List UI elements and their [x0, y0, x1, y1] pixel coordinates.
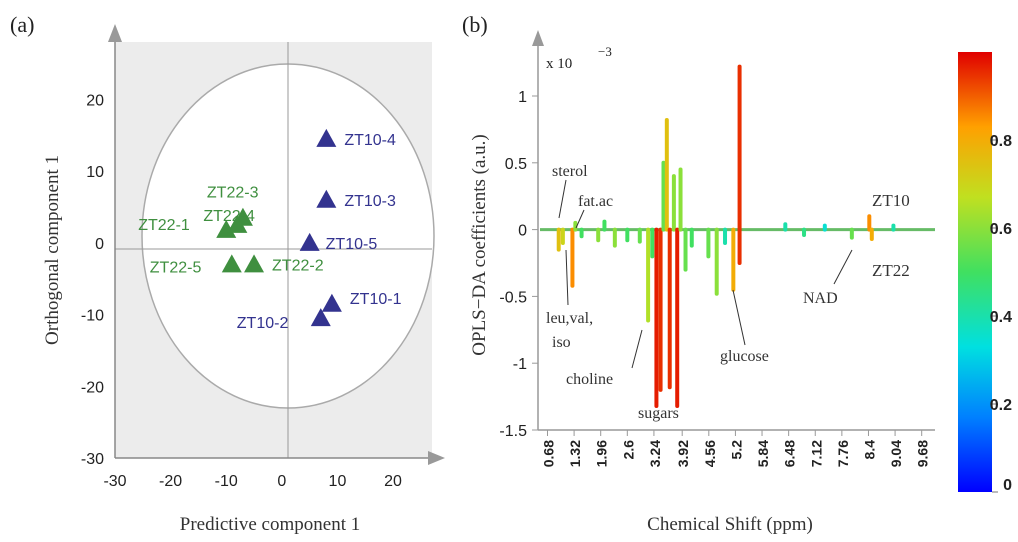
pointer-leu-val [565, 249, 569, 306]
annotation-sterol: sterol [552, 163, 588, 180]
pointer-fat-ac [575, 209, 585, 229]
x-tick-label-b: 3.24 [647, 440, 663, 467]
y-axis-arrow-icon-b [532, 30, 544, 46]
y-tick-label: 0 [95, 236, 104, 253]
x-tick-label-b: 6.48 [782, 440, 798, 467]
x-tick-label: -30 [103, 473, 126, 490]
annotation-leu-val: leu,val, [546, 310, 593, 327]
pointer-nad [833, 249, 853, 285]
point-label-zt10-3: ZT10-3 [344, 193, 396, 210]
annotation-fat-ac: fat.ac [578, 193, 613, 210]
group-label-zt22: ZT22 [872, 261, 910, 280]
y-axis-arrow-icon [108, 24, 122, 42]
point-zt10-3 [316, 189, 337, 208]
colorbar-tick-label: 0.6 [990, 221, 1012, 238]
y-tick-label: -30 [81, 451, 104, 468]
annotation-iso: iso [552, 334, 571, 351]
y-tick-label: 20 [86, 92, 104, 109]
x-tick-label-b: 2.6 [620, 440, 636, 460]
x-tick-label: -20 [159, 473, 182, 490]
y-tick-label: 10 [86, 164, 104, 181]
colorbar-tick-label: 0.2 [990, 397, 1012, 414]
point-label-zt22-1: ZT22-1 [138, 217, 190, 234]
point-zt22-2 [244, 254, 265, 273]
pointer-sterol [558, 179, 567, 219]
y-tick-label-b: 0.5 [505, 156, 527, 173]
annotation-choline: choline [566, 371, 613, 388]
point-label-zt22-5: ZT22-5 [150, 259, 202, 276]
y-axis-title-a: Orthogonal component 1 [42, 155, 63, 345]
x-tick-label-b: 1.32 [567, 440, 583, 467]
x-tick-label-b: 9.68 [915, 440, 931, 467]
y-exponent: −3 [598, 44, 612, 59]
x-tick-label: 10 [329, 473, 347, 490]
point-zt10-4 [316, 128, 337, 147]
x-tick-label-b: 1.96 [594, 440, 610, 467]
x-tick-label-b: 7.12 [808, 440, 824, 467]
group-label-zt10: ZT10 [872, 191, 910, 210]
x-tick-label-b: 4.56 [702, 440, 718, 467]
y-multiplier: x 10 [546, 56, 572, 72]
x-tick-label-b: 0.68 [540, 440, 556, 467]
x-tick-label: 0 [277, 473, 286, 490]
point-zt22-1 [216, 219, 237, 238]
pointer-glucose [732, 289, 746, 346]
point-label-zt22-3: ZT22-3 [207, 185, 259, 202]
annotation-nad: NAD [803, 290, 838, 307]
point-label-zt22-2: ZT22-2 [272, 257, 324, 274]
panel-b-label: (b) [462, 12, 488, 37]
point-zt22-4 [227, 214, 248, 233]
panel-a-label: (a) [10, 12, 35, 37]
colorbar-tick-label: 0.8 [990, 133, 1012, 150]
annotation-sugars: sugars [638, 405, 679, 422]
x-axis-title-b: Chemical Shift (ppm) [647, 514, 813, 535]
point-label-zt10-5: ZT10-5 [326, 236, 378, 253]
point-label-zt22-4: ZT22-4 [203, 208, 255, 225]
x-tick-label: 20 [384, 473, 402, 490]
x-tick-label-b: 3.92 [675, 440, 691, 467]
x-tick-label: -10 [215, 473, 238, 490]
y-tick-label-b: -1 [513, 356, 527, 373]
y-tick-label-b: -0.5 [499, 289, 527, 306]
coefficient-plot: x 10 −3 1 0.5 0 -0.5 -1 -1.5 0.68 1.32 1.96 2.6 3… [469, 30, 1012, 535]
point-label-zt10-2: ZT10-2 [237, 315, 289, 332]
y-axis-title-b: OPLS−DA coefficients (a.u.) [469, 134, 490, 355]
point-zt10-1 [321, 293, 342, 312]
x-tick-label-b: 8.4 [861, 440, 877, 460]
y-tick-label-b: 1 [518, 89, 527, 106]
pointer-choline [631, 329, 643, 369]
x-tick-label-b: 5.2 [728, 440, 744, 460]
point-label-zt10-4: ZT10-4 [344, 132, 396, 149]
x-tick-label-b: 9.04 [888, 440, 904, 467]
colorbar-tick-label: 0 [1003, 477, 1012, 494]
x-axis-title-a: Predictive component 1 [180, 514, 360, 535]
x-tick-label-b: 7.76 [835, 440, 851, 467]
colorbar-tick-label: 0.4 [990, 309, 1012, 326]
point-zt10-5 [299, 232, 320, 251]
y-tick-label-b: 0 [518, 223, 527, 240]
annotation-glucose: glucose [720, 348, 769, 365]
annotations: sterol fat.ac leu,val, iso choline sugar… [546, 163, 910, 422]
colorbar [958, 52, 992, 492]
y-tick-label: -10 [81, 308, 104, 325]
x-axis-arrow-icon [428, 451, 445, 465]
scores-plot: -30 -20 -10 0 10 20 20 10 0 -10 -20 -30 ZT22-1 ZT22… [42, 24, 445, 535]
point-zt10-2 [310, 308, 331, 327]
point-label-zt10-1: ZT10-1 [350, 291, 402, 308]
point-zt22-5 [221, 254, 242, 273]
y-tick-label-b: -1.5 [499, 423, 527, 440]
x-tick-label-b: 5.84 [755, 440, 771, 467]
y-tick-label: -20 [81, 379, 104, 396]
